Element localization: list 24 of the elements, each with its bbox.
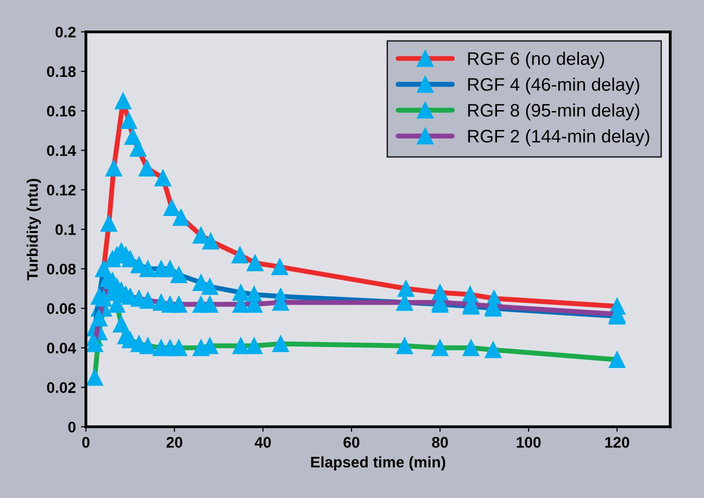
y-tick-label: 0.14 — [47, 145, 76, 156]
legend-label: RGF 8 (95-min delay) — [468, 103, 640, 120]
y-tick-label: 0.18 — [47, 66, 76, 78]
y-tick-label: 0.1 — [56, 224, 76, 236]
x-tick-label: 100 — [516, 436, 541, 448]
x-tick-label: 120 — [605, 436, 630, 448]
y-tick-label: 0.04 — [47, 342, 76, 354]
y-tick-label: 0 — [68, 422, 76, 432]
legend-label: RGF 4 (46-min delay) — [468, 78, 640, 94]
y-tick-label: 0.12 — [47, 184, 76, 196]
legend-label: RGF 6 (no delay) — [468, 52, 604, 69]
x-tick-label: 40 — [254, 436, 271, 448]
x-axis-title: Elapsed time (min) — [311, 456, 446, 471]
y-tick-label: 0.08 — [47, 264, 76, 275]
y-tick-label: 0.02 — [47, 382, 76, 393]
x-tick-label: 0 — [82, 436, 90, 448]
x-tick-label: 60 — [344, 436, 360, 448]
legend-label: RGF 2 (144-min delay) — [468, 129, 650, 146]
y-axis-title: Turbidity (ntu) — [26, 178, 41, 280]
y-tick-label: 0.16 — [47, 106, 76, 117]
x-tick-label: 20 — [166, 436, 182, 448]
x-tick-label: 80 — [432, 436, 448, 448]
y-tick-label: 0.06 — [47, 303, 76, 314]
y-tick-label: 0.2 — [56, 26, 76, 38]
